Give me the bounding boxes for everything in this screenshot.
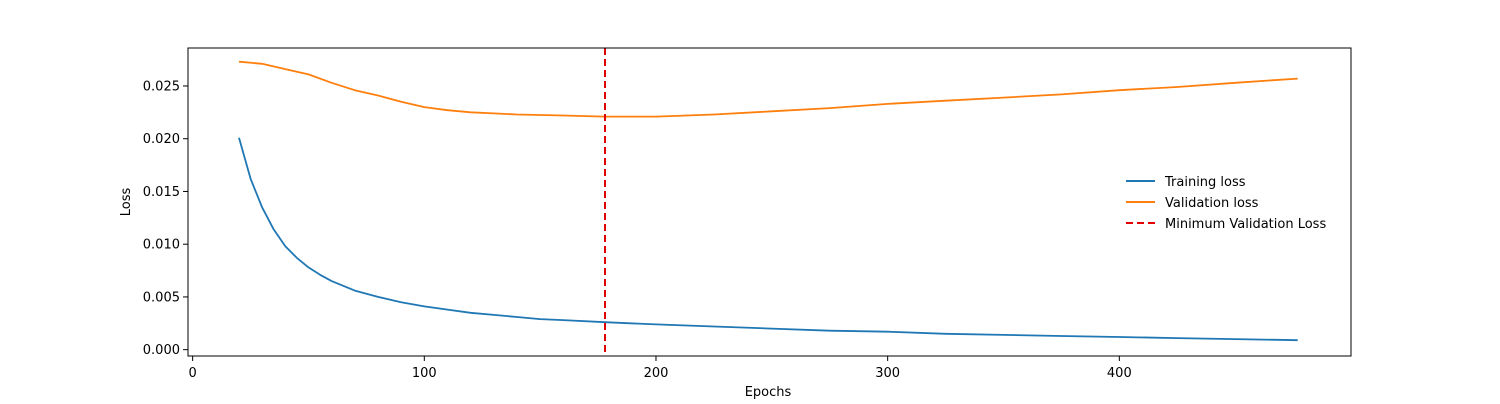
y-tick-label: 0.010 xyxy=(143,238,180,253)
legend: Training loss Validation loss Minimum Vali… xyxy=(1126,175,1326,232)
training-loss-line xyxy=(238,137,1298,342)
series-layer xyxy=(238,48,1298,356)
legend-label: Minimum Validation Loss xyxy=(1165,217,1326,232)
y-tick-label: 0.000 xyxy=(143,343,180,358)
y-tick-label: 0.025 xyxy=(143,79,180,94)
axes-frame xyxy=(187,47,1352,357)
y-tick-label: 0.015 xyxy=(143,185,180,200)
x-tick-label: 200 xyxy=(644,366,669,381)
legend-item: Training loss xyxy=(1126,175,1246,190)
x-tick-label: 0 xyxy=(188,366,196,381)
x-tick-label: 400 xyxy=(1107,366,1132,381)
legend-item: Validation loss xyxy=(1126,196,1259,211)
x-axis-title: Epochs xyxy=(745,385,792,400)
validation-loss-line xyxy=(238,60,1298,118)
x-tick-label: 100 xyxy=(412,366,437,381)
y-axis-ticks: 0.000 0.005 0.010 0.015 0.020 0.025 xyxy=(143,79,188,358)
legend-item: Minimum Validation Loss xyxy=(1126,217,1326,232)
y-tick-label: 0.020 xyxy=(143,132,180,147)
y-axis-title: Loss xyxy=(119,188,134,217)
y-tick-label: 0.005 xyxy=(143,290,180,305)
legend-label: Validation loss xyxy=(1165,196,1259,211)
x-tick-label: 300 xyxy=(875,366,900,381)
x-axis-ticks: 0 100 200 300 400 xyxy=(188,356,1132,381)
legend-label: Training loss xyxy=(1164,175,1246,190)
